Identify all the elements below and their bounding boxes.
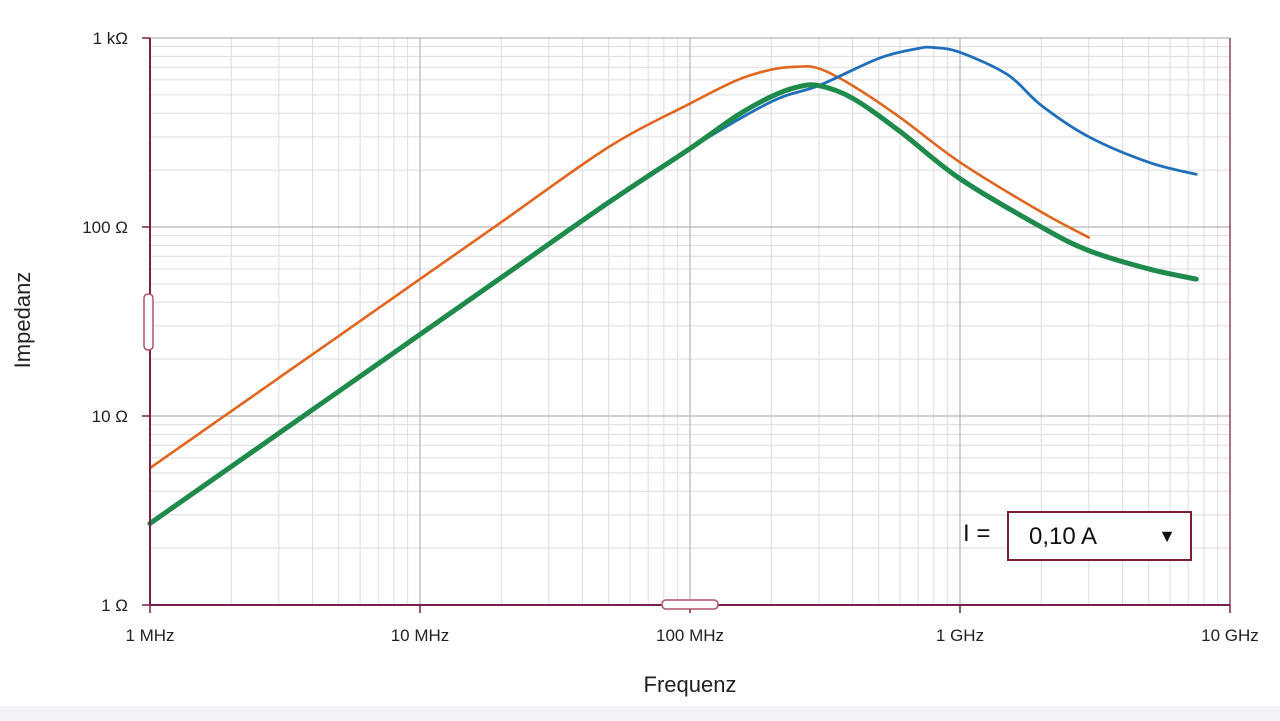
x-scroll-handle[interactable] [661, 599, 719, 610]
x-tick-label: 1 MHz [125, 626, 174, 645]
current-label: I = [963, 520, 991, 547]
series-layer [147, 45, 1199, 526]
y-axis-title: Impedanz [10, 272, 35, 369]
y-tick-label: 1 Ω [101, 596, 128, 615]
y-tick-label: 10 Ω [92, 407, 128, 426]
series-line-2 [148, 45, 1198, 525]
current-value: 0,10 A [1029, 523, 1098, 550]
x-axis-ticks: 1 MHz 10 MHz 100 MHz 1 GHz 10 GHz [125, 605, 1259, 645]
x-axis-title: Frequenz [644, 672, 737, 697]
current-dropdown[interactable]: 0,10 A ▼ [1007, 511, 1192, 561]
x-tick-label: 10 GHz [1201, 626, 1259, 645]
y-axis-ticks: 1 Ω 10 Ω 100 Ω 1 kΩ [82, 29, 150, 615]
x-tick-label: 10 MHz [391, 626, 450, 645]
series-line-3 [147, 82, 1199, 526]
y-tick-label: 1 kΩ [93, 29, 128, 48]
y-scroll-handle[interactable] [143, 293, 154, 351]
x-tick-label: 1 GHz [936, 626, 984, 645]
y-tick-label: 100 Ω [82, 218, 128, 237]
x-tick-label: 100 MHz [656, 626, 724, 645]
chevron-down-icon: ▼ [1158, 526, 1176, 546]
series-line-1 [148, 65, 1091, 470]
bottom-strip [0, 706, 1280, 721]
